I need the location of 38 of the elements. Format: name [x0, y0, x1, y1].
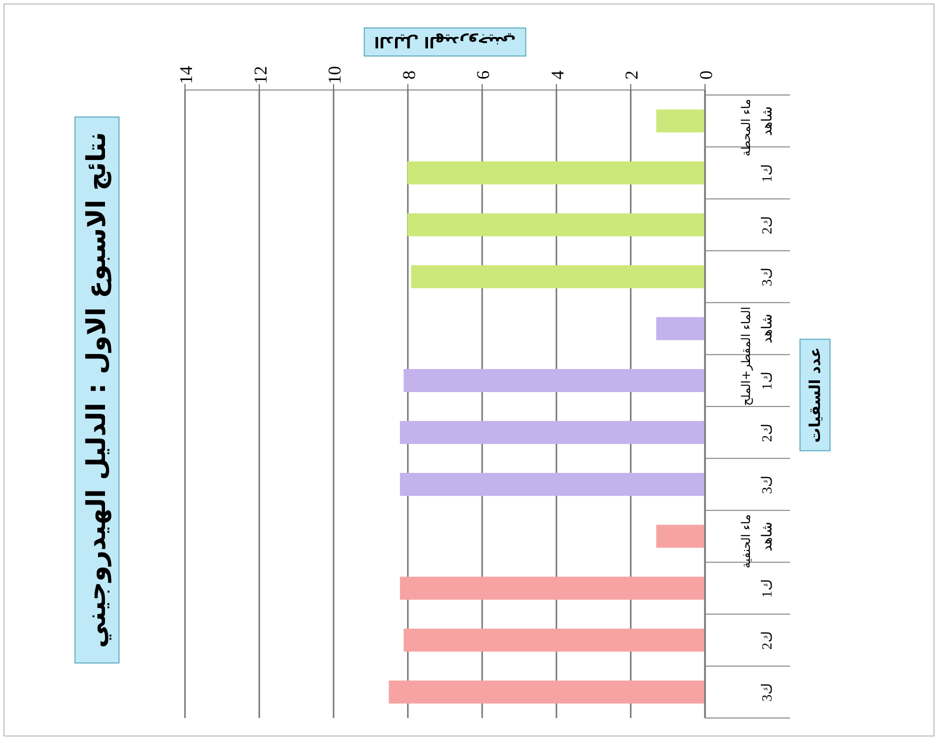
x-tick-label: 10 [324, 66, 345, 84]
y-tick-label: ك3 [760, 267, 776, 286]
text: نتائج الاسبوع الاول : الدليل الهيدروجيني [82, 132, 112, 648]
y-tick-label: ك1 [760, 163, 776, 182]
y-tick-label: ك2 [760, 215, 776, 234]
y-axis-title: عدد السقيات [806, 347, 824, 443]
y-tick-label: ك1 [760, 578, 776, 598]
bar [404, 628, 706, 652]
bar [400, 472, 706, 496]
y-tick-label: ك3 [760, 682, 776, 702]
x-tick-label: 8 [398, 70, 419, 80]
y-tick-label: ك2 [760, 630, 776, 650]
text: ماء المحطة [739, 99, 753, 156]
y-tick-label: شاهد [760, 106, 776, 136]
bar [656, 317, 706, 340]
x-tick-label: 12 [250, 66, 270, 84]
bar [656, 524, 706, 548]
bar [656, 109, 706, 132]
text: ماء الحنفية [739, 514, 753, 568]
bar [407, 213, 706, 236]
x-tick-label: 14 [176, 66, 196, 84]
bar [404, 369, 706, 392]
bar [400, 420, 706, 444]
bar [411, 265, 706, 288]
y-tick-label: ك1 [760, 371, 776, 390]
bar [407, 161, 706, 184]
x-tick-label: 2 [622, 70, 642, 80]
bar [400, 576, 706, 600]
y-tick-label: ك2 [760, 422, 776, 442]
y-tick-label: شاهد [760, 521, 776, 552]
text: الماء المقطر+الملح [739, 306, 753, 406]
y-tick-label: شاهد [760, 314, 776, 344]
x-tick-label: 0 [696, 70, 716, 80]
x-tick-label: 6 [473, 70, 494, 80]
bar [388, 680, 706, 704]
x-axis-title: الدليل الهيدروجيني [374, 33, 516, 51]
x-tick-label: 4 [547, 70, 568, 80]
y-tick-label: ك3 [760, 474, 776, 494]
